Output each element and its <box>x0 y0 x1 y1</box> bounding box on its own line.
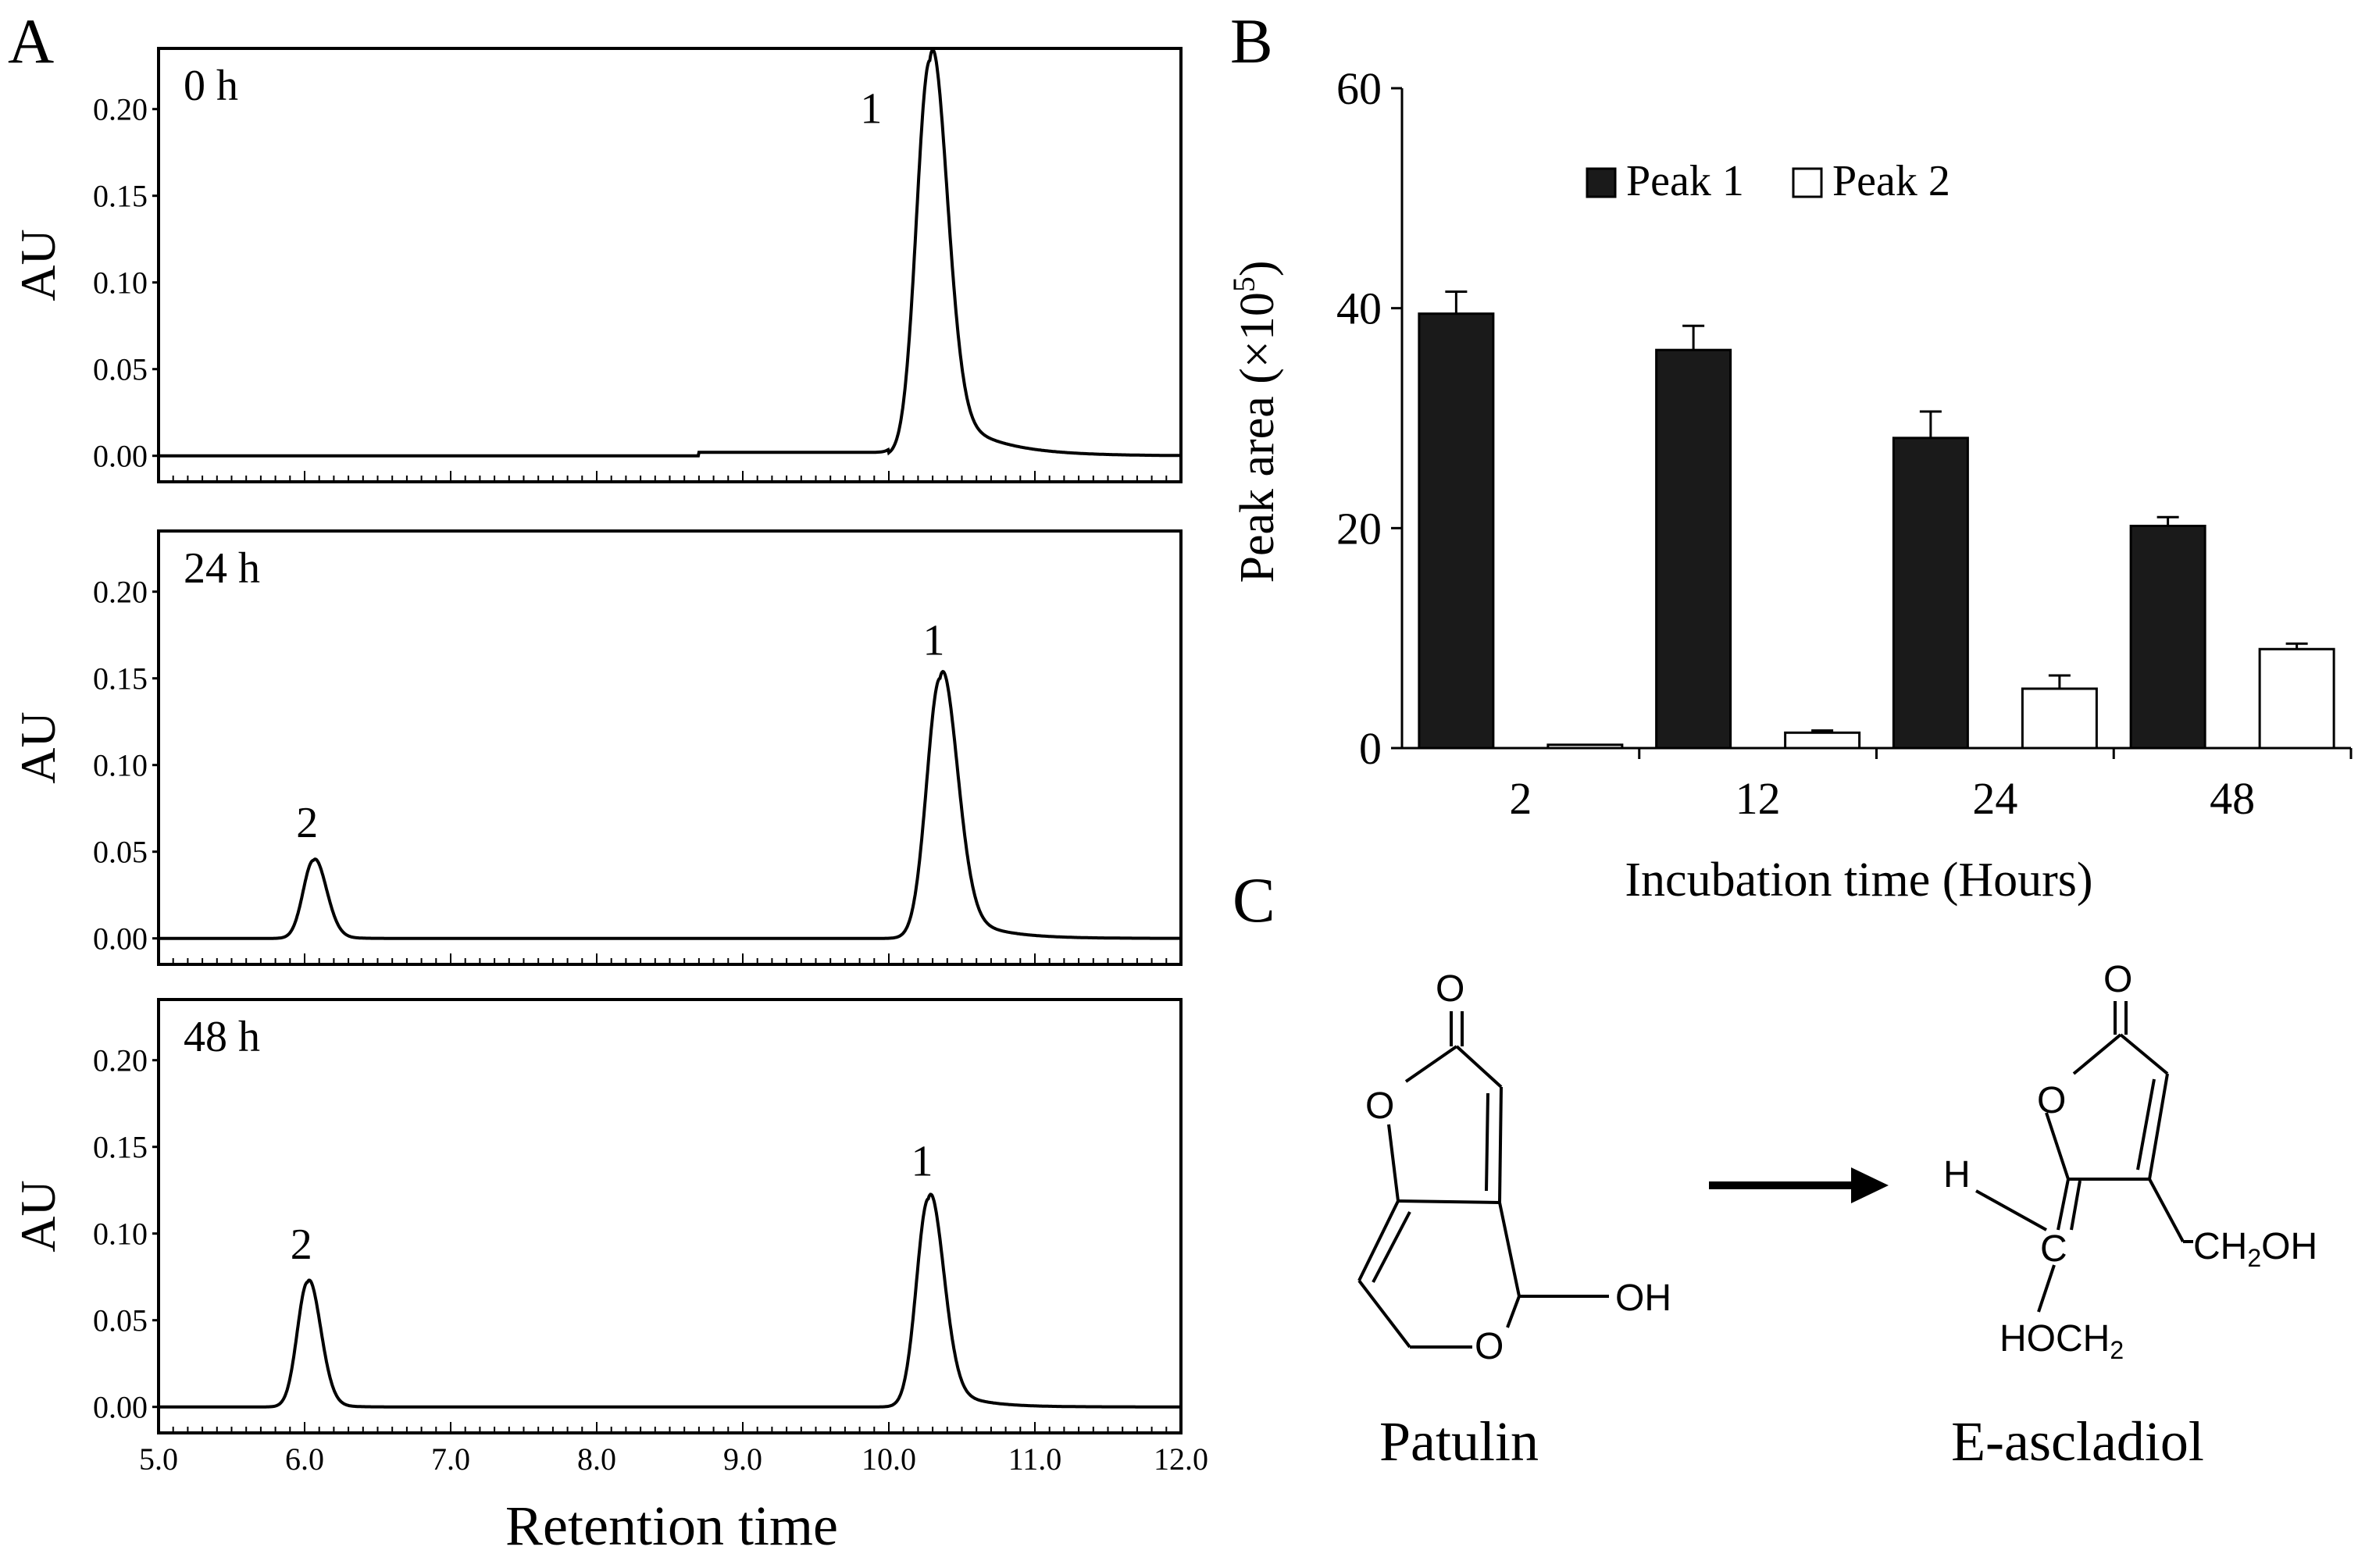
bar <box>1655 348 1732 750</box>
bar <box>1418 312 1495 750</box>
atom-oh: OH <box>1615 1278 1671 1319</box>
group-hoch2: HOCH2 <box>1999 1318 2124 1364</box>
chromatogram-frame <box>157 998 1183 1434</box>
legend-label-peak-2: Peak 2 <box>1832 157 1950 205</box>
legend-swatch-peak-1 <box>1586 167 1617 198</box>
y-tick-label: 0.15 <box>93 1130 148 1165</box>
y-tick-label: 0.10 <box>93 748 148 783</box>
atom-h: H <box>1943 1154 1971 1196</box>
x-tick-label: 6.0 <box>285 1441 324 1477</box>
x-tick-label: 12.0 <box>1154 1441 1208 1477</box>
compound-1-name: Patulin <box>1379 1410 1539 1473</box>
x-tick-label: 8.0 <box>577 1441 616 1477</box>
panel-c-label: C <box>1233 864 1275 935</box>
patulin-atom-labels: O O O OH <box>1365 968 1671 1367</box>
bar-x-tick-label: 24 <box>1972 773 2017 824</box>
y-axis-title: AU <box>10 711 66 783</box>
legend-label-peak-1: Peak 1 <box>1626 157 1744 205</box>
atom-o: O <box>2037 1080 2066 1121</box>
bar <box>1784 731 1861 750</box>
peak-label: 2 <box>291 1221 312 1269</box>
y-tick-label: 0.05 <box>93 352 148 387</box>
chromatogram-frame <box>157 47 1183 483</box>
x-tick-label: 11.0 <box>1008 1441 1062 1477</box>
y-tick-label: 0.00 <box>93 1390 148 1425</box>
x-tick-label: 10.0 <box>862 1441 916 1477</box>
panel-a: A 0.00 0.05 0.10 0.15 0.20 AU 0 h 1 0.00 0.05 0.10… <box>8 5 1208 1557</box>
y-tick-label: 0.15 <box>93 661 148 697</box>
chromatogram-trace <box>159 669 1181 940</box>
x-tick-label: 5.0 <box>139 1441 178 1477</box>
legend: Peak 1 Peak 2 <box>1586 157 1950 205</box>
ylabel-main: Peak area ( <box>1231 368 1284 583</box>
bar-x-tick-label: 12 <box>1736 773 1781 824</box>
y-tick-label: 0.20 <box>93 92 148 127</box>
legend-swatch-peak-2 <box>1792 167 1823 198</box>
y-tick-label: 0.10 <box>93 1217 148 1252</box>
subplot-label: 0 h <box>184 62 238 110</box>
bar <box>2258 647 2335 750</box>
atom-c: C <box>2040 1228 2067 1270</box>
bar <box>1546 743 1624 750</box>
peak-label: 1 <box>922 617 944 665</box>
group-ch2oh: CH2OH <box>2193 1226 2317 1272</box>
e-ascladiol-structure <box>1975 1001 2193 1313</box>
y-axis-title: AU <box>10 229 66 301</box>
y-tick-label: 0.20 <box>93 1043 148 1078</box>
y-tick-label: 0.10 <box>93 265 148 301</box>
bar <box>2129 525 2206 750</box>
panel-c: C O O O OH Patulin <box>1233 864 2317 1473</box>
peak-label: 1 <box>860 85 882 134</box>
y-axis-title: AU <box>10 1180 66 1252</box>
chromatogram-frame <box>157 529 1183 966</box>
bar-y-tick-label: 60 <box>1336 63 1382 114</box>
compound-2-name: E-ascladiol <box>1951 1410 2204 1473</box>
y-tick-label: 0.05 <box>93 1303 148 1338</box>
x-tick-label: 9.0 <box>723 1441 762 1477</box>
panel-b: B 0 20 40 60 2 12 24 48 Peak area (×105) Incuba… <box>1226 5 2353 907</box>
peak-label: 1 <box>911 1137 933 1185</box>
x-tick-label: 7.0 <box>431 1441 470 1477</box>
chromatogram-trace <box>159 48 1181 458</box>
y-tick-label: 0.00 <box>93 439 148 474</box>
bar-y-tick-label: 0 <box>1359 723 1382 774</box>
bar-chart: 0 20 40 60 2 12 24 48 <box>1336 63 2353 824</box>
panel-a-label: A <box>8 5 54 77</box>
atom-o: O <box>1475 1326 1504 1367</box>
atom-o: O <box>1365 1085 1394 1127</box>
bar <box>1892 437 1969 750</box>
chromatogram-group: 0.00 0.05 0.10 0.15 0.20 AU 0 h 1 0.00 0.05 0.10 0.… <box>10 47 1208 1477</box>
bar-x-tick-label: 2 <box>1509 773 1532 824</box>
panel-b-label: B <box>1230 5 1273 77</box>
bar-y-tick-label: 20 <box>1336 503 1382 554</box>
ylabel-mult: × <box>1231 340 1284 368</box>
bar-x-axis-title: Incubation time (Hours) <box>1625 853 2092 907</box>
bar <box>2021 687 2098 750</box>
ylabel-base: 10 <box>1231 292 1284 340</box>
bar-y-axis-title: Peak area (×105) <box>1226 261 1284 583</box>
y-tick-label: 0.15 <box>93 179 148 214</box>
ylabel-exponent: 5 <box>1226 276 1261 292</box>
atom-o: O <box>2103 959 2132 1000</box>
peak-label: 2 <box>296 799 318 847</box>
reaction-arrow-icon <box>1709 1167 1889 1203</box>
atom-o: O <box>1436 968 1464 1010</box>
x-axis-title: Retention time <box>505 1495 838 1557</box>
ylabel-close: ) <box>1231 261 1284 277</box>
chromatogram-trace <box>159 1192 1181 1409</box>
y-tick-label: 0.20 <box>93 575 148 610</box>
y-tick-label: 0.00 <box>93 921 148 957</box>
e-ascladiol-atom-labels: O O H C CH2OH HOCH2 <box>1943 959 2317 1364</box>
bar-x-tick-label: 48 <box>2210 773 2255 824</box>
subplot-label: 24 h <box>184 544 260 593</box>
bar-y-tick-label: 40 <box>1336 283 1382 334</box>
y-tick-label: 0.05 <box>93 835 148 870</box>
subplot-label: 48 h <box>184 1013 260 1061</box>
patulin-structure <box>1357 1011 1609 1349</box>
